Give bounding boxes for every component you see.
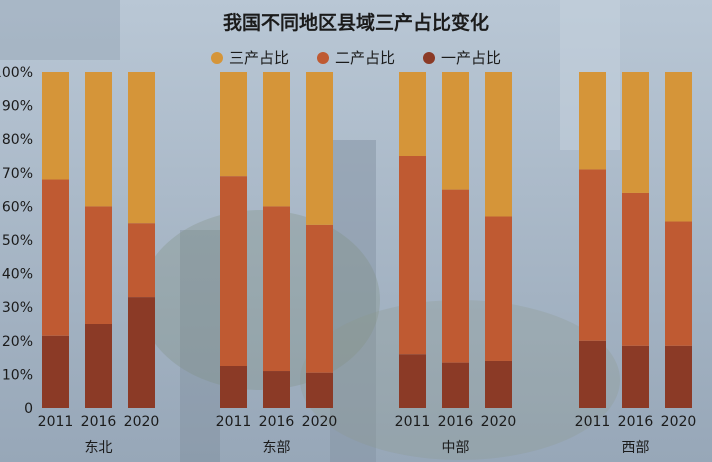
y-tick-label: 80% [2,132,33,148]
y-tick-label: 0 [24,401,33,417]
legend-item-secondary: 二产占比 [316,47,395,68]
bar-segment-secondary [622,192,649,346]
legend-label-tertiary: 三产占比 [228,49,289,67]
x-tick-label: 2016 [259,414,295,430]
bar-segment-tertiary [485,72,512,217]
bar-segment-secondary [220,176,247,366]
group-label: 东北 [85,440,113,456]
bar-segment-secondary [263,206,290,372]
bar-segment-tertiary [665,72,692,222]
bar-segment-primary [128,297,155,408]
x-tick-label: 2016 [81,414,117,430]
bar-segment-secondary [399,156,426,355]
y-tick-label: 20% [2,334,33,350]
x-tick-label: 2011 [216,414,252,430]
y-tick-label: 50% [2,233,33,249]
bar-segment-tertiary [306,72,333,225]
bar-segment-secondary [485,216,512,361]
bar-segment-primary [220,366,247,408]
legend-swatch-tertiary [210,51,223,64]
bar-segment-tertiary [220,72,247,177]
y-tick-label: 100% [0,65,33,81]
x-tick-label: 2011 [38,414,74,430]
bar-segment-tertiary [622,72,649,193]
bar-segment-tertiary [42,72,69,180]
bar-segment-primary [622,345,649,408]
bar-segment-tertiary [579,72,606,170]
group-label: 中部 [442,440,470,456]
bar-segment-secondary [85,206,112,324]
x-tick-label: 2016 [618,414,654,430]
bar-segment-primary [399,354,426,408]
bar-segment-primary [579,340,606,408]
x-tick-label: 2020 [124,414,160,430]
bar-segment-primary [306,372,333,408]
group-label: 西部 [622,440,650,456]
y-tick-label: 90% [2,99,33,115]
bar-segment-secondary [579,169,606,341]
x-tick-label: 2011 [395,414,431,430]
bar-segment-tertiary [442,72,469,190]
bar-segment-primary [263,371,290,408]
bar-segment-tertiary [85,72,112,207]
bar-segment-secondary [42,179,69,336]
x-tick-label: 2011 [575,414,611,430]
x-tick-label: 2020 [661,414,697,430]
bar-segment-primary [442,362,469,408]
bar-segment-primary [665,345,692,408]
y-tick-label: 70% [2,166,33,182]
bar-segment-tertiary [399,72,426,156]
legend-swatch-secondary [316,51,329,64]
bar-segment-secondary [665,221,692,346]
y-tick-label: 60% [2,199,33,215]
legend-label-secondary: 二产占比 [334,49,395,67]
legend-item-primary: 一产占比 [423,47,501,68]
bar-segment-primary [85,324,112,408]
legend-item-tertiary: 三产占比 [210,47,289,68]
bar-segment-primary [42,335,69,408]
bar-segment-secondary [128,223,155,298]
bar-segment-secondary [442,189,469,363]
bar-segment-secondary [306,224,333,373]
x-tick-label: 2016 [438,414,474,430]
legend-label-primary: 一产占比 [441,49,502,67]
bar-segment-tertiary [128,72,155,224]
legend-swatch-primary [423,51,435,64]
y-tick-label: 10% [2,367,33,383]
y-tick-label: 30% [2,300,33,316]
x-tick-label: 2020 [302,414,338,430]
bar-segment-tertiary [263,72,290,207]
bar-segment-primary [485,360,512,408]
chart-title: 我国不同地区县域三产占比变化 [222,12,489,34]
x-tick-label: 2020 [481,414,517,430]
legend: 三产占比 二产占比 一产占比 [0,47,712,68]
y-tick-label: 40% [2,267,33,283]
group-label: 东部 [263,440,291,456]
